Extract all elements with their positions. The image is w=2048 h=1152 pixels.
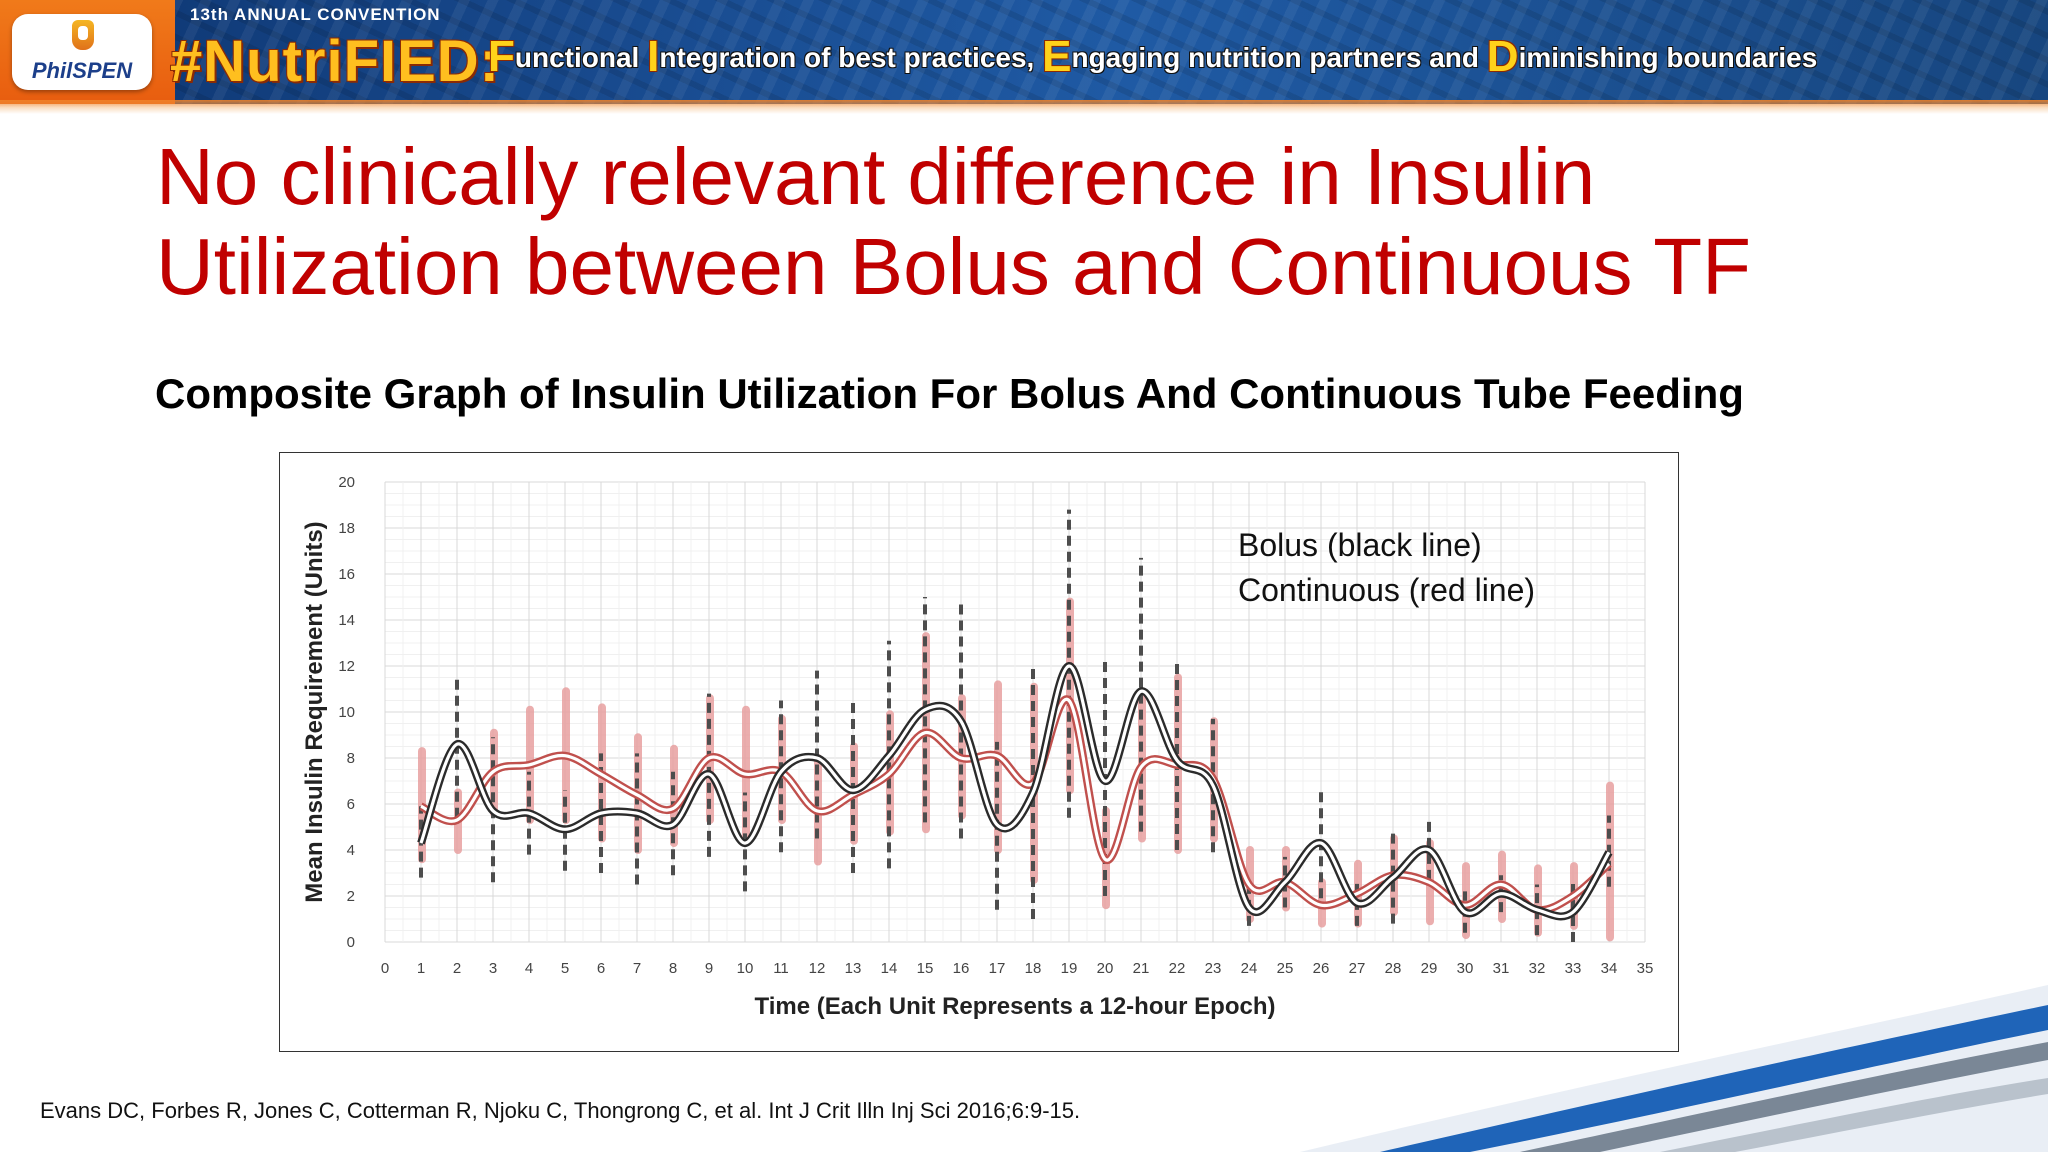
x-tick-label: 8 [669,960,677,977]
y-tick-label: 12 [338,658,355,675]
y-tick-label: 4 [347,842,355,859]
x-tick-label: 29 [1421,960,1438,977]
x-tick-label: 21 [1133,960,1150,977]
x-tick-label: 23 [1205,960,1222,977]
convention-label: 13th ANNUAL CONVENTION [190,5,441,24]
convention-banner: PhilSPEN 13th ANNUAL CONVENTION #NutriFI… [0,0,2048,104]
x-tick-label: 20 [1097,960,1114,977]
x-tick-label: 4 [525,960,533,977]
citation: Evans DC, Forbes R, Jones C, Cotterman R… [40,1098,1081,1123]
x-tick-label: 33 [1565,960,1582,977]
tagline-word-0: unctional [514,42,648,73]
x-tick-label: 11 [773,960,789,977]
x-tick-label: 9 [705,960,713,977]
y-tick-label: 2 [347,888,355,905]
slide-title: No clinically relevant difference in Ins… [156,132,1956,312]
philspen-logo: PhilSPEN [12,14,152,90]
x-tick-label: 27 [1349,960,1366,977]
x-tick-label: 14 [881,960,898,977]
x-tick-label: 16 [953,960,970,977]
banner-texture [0,0,2048,104]
x-tick-label: 3 [489,960,497,977]
x-tick-label: 15 [917,960,934,977]
x-tick-label: 19 [1061,960,1078,977]
x-tick-label: 0 [381,960,389,977]
y-tick-label: 16 [338,566,355,583]
y-tick-label: 8 [347,750,355,767]
x-tick-label: 34 [1601,960,1618,977]
x-tick-label: 1 [417,960,425,977]
x-tick-label: 35 [1637,960,1654,977]
x-axis-label: Time (Each Unit Represents a 12-hour Epo… [754,993,1275,1020]
title-line-2: Utilization between Bolus and Continuous… [156,222,1751,311]
x-tick-label: 13 [845,960,862,977]
convention-hashtag: #NutriFIED: [170,29,500,94]
legend-continuous: Continuous (red line) [1238,572,1536,608]
x-tick-label: 24 [1241,960,1258,977]
tagline-initial-1: I [647,32,660,81]
x-tick-label: 10 [737,960,754,977]
banner-glow [0,100,2048,114]
chart-legend: Bolus (black line) Continuous (red line) [1238,523,1535,613]
x-tick-label: 31 [1493,960,1510,977]
tagline-initial-2: E [1042,32,1072,81]
x-tick-label: 17 [989,960,1006,977]
x-tick-label: 22 [1169,960,1186,977]
y-tick-label: 18 [338,520,355,537]
x-tick-label: 18 [1025,960,1042,977]
tagline-initial-0: F [488,32,515,81]
y-tick-label: 0 [347,934,355,951]
x-tick-label: 25 [1277,960,1294,977]
tagline-word-1: ntegration of best practices, [659,42,1043,73]
y-tick-label: 20 [338,474,355,491]
legend-bolus: Bolus (black line) [1238,527,1482,563]
x-tick-label: 7 [633,960,641,977]
philspen-logo-icon [72,20,94,50]
y-axis-label: Mean Insulin Requirement (Units) [301,521,328,902]
x-tick-label: 28 [1385,960,1402,977]
x-tick-label: 12 [809,960,826,977]
x-tick-label: 30 [1457,960,1474,977]
convention-tagline: Functional Integration of best practices… [488,32,2033,82]
x-tick-label: 5 [561,960,569,977]
bolus-line-inner [419,664,1611,918]
logo-text: PhilSPEN [31,58,133,83]
y-tick-label: 6 [347,796,355,813]
x-tick-label: 32 [1529,960,1546,977]
tagline-word-3: iminishing boundaries [1518,42,1818,73]
x-tick-label: 6 [597,960,605,977]
tagline-word-2: ngaging nutrition partners and [1071,42,1487,73]
tagline-initial-3: D [1486,32,1519,81]
y-tick-label: 14 [338,612,355,629]
x-tick-label: 26 [1313,960,1330,977]
chart-heading: Composite Graph of Insulin Utilization F… [155,370,1744,417]
title-line-1: No clinically relevant difference in Ins… [156,132,1596,221]
insulin-chart: 0 2 4 6 8 10 12 14 16 18 20 0 1 2 3 4 5 6 7 8 9 10 11 12 13 14 15 1… [279,452,1679,1052]
x-tick-label: 2 [453,960,461,977]
y-tick-label: 10 [338,704,355,721]
